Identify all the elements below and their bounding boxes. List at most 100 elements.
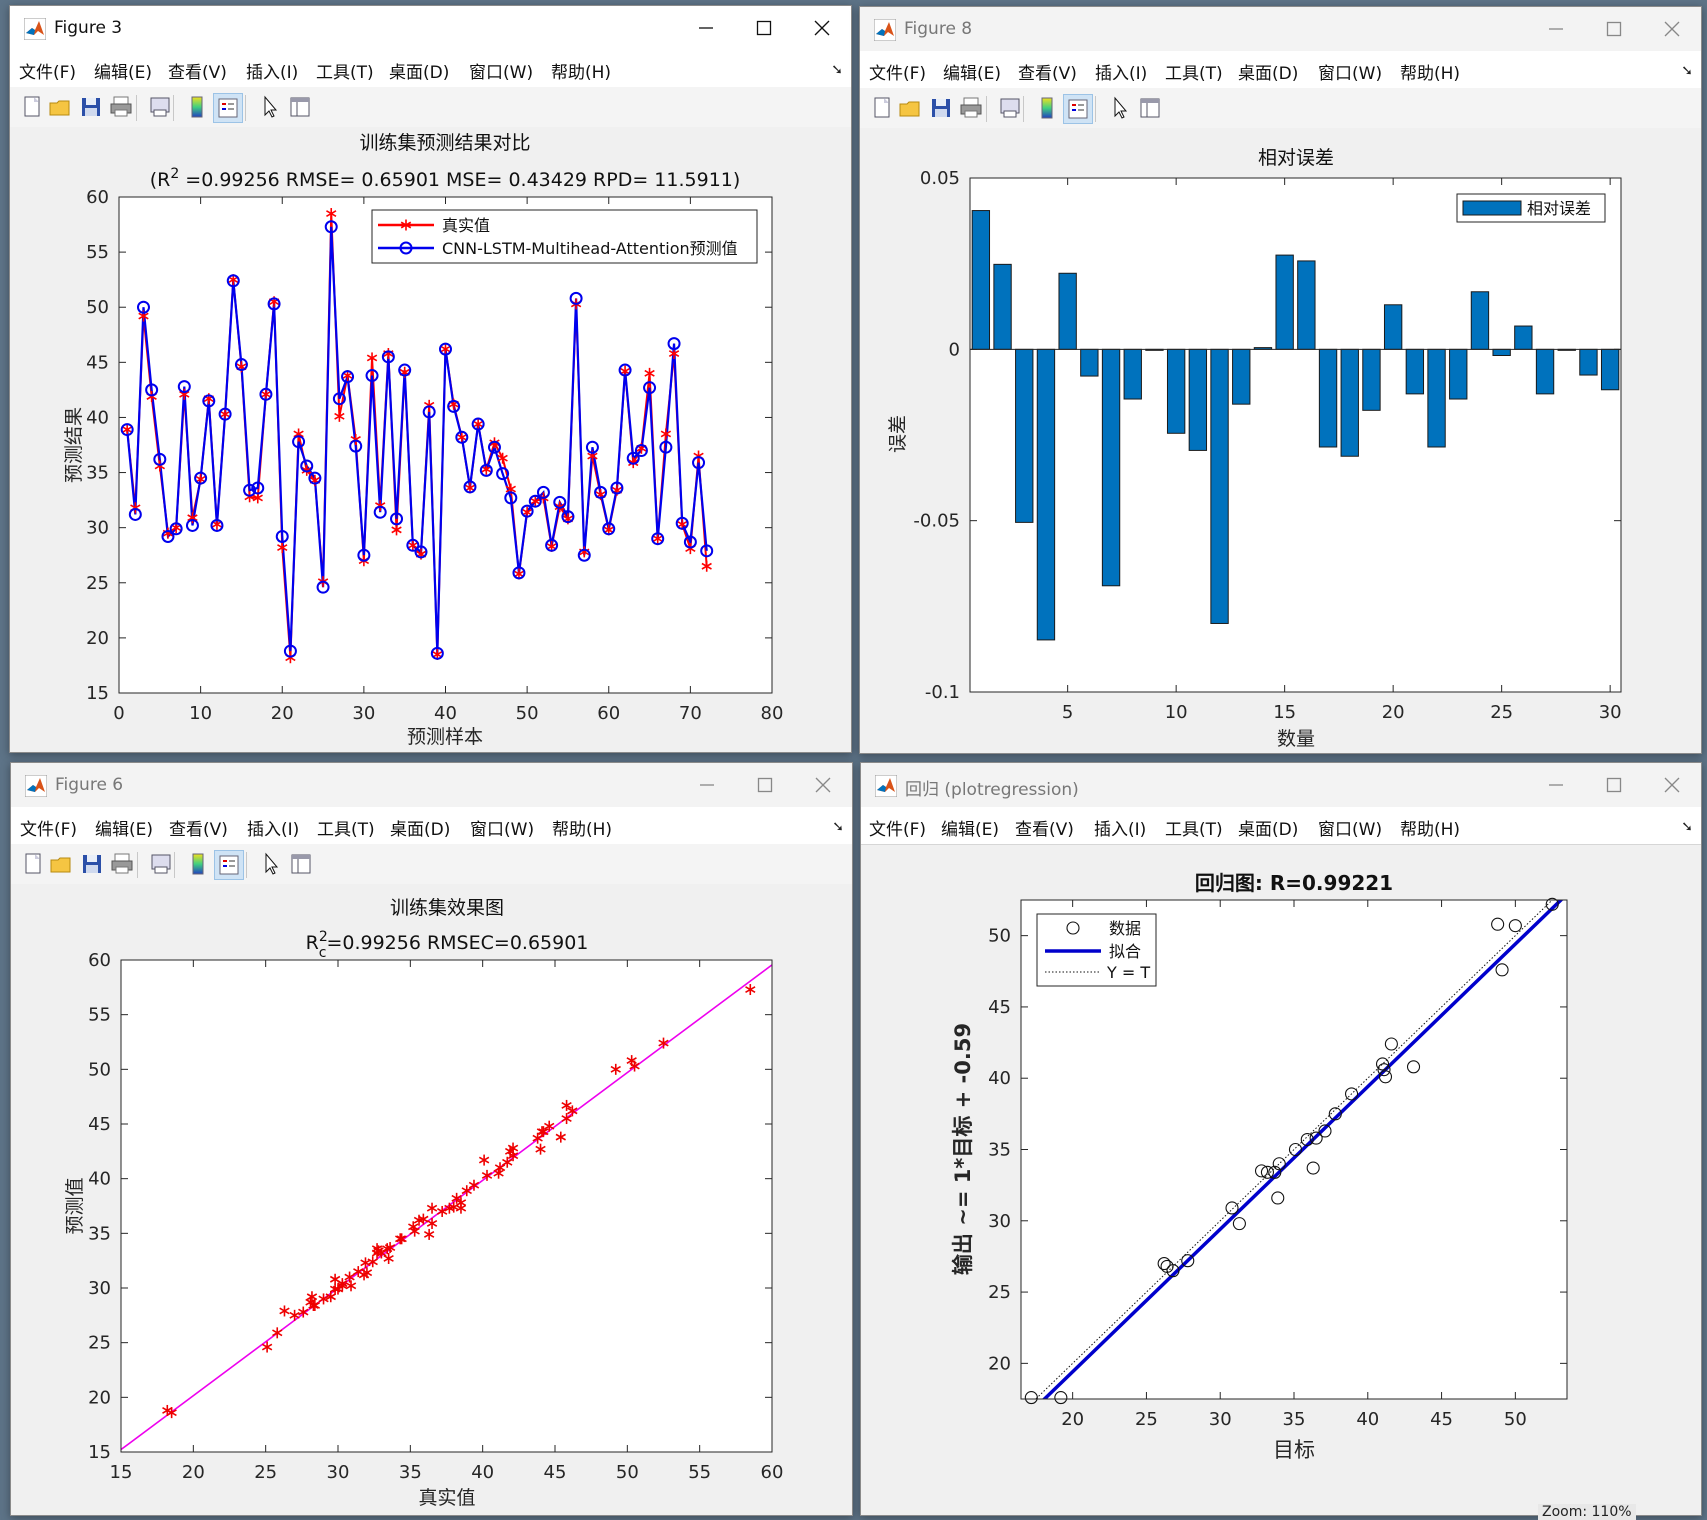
- legend-label: 相对误差: [1527, 199, 1591, 218]
- print-button[interactable]: [957, 94, 985, 122]
- print-button[interactable]: [108, 850, 136, 878]
- property-editor-button[interactable]: [286, 93, 314, 121]
- close-button[interactable]: [794, 763, 852, 807]
- legend-data-label: 数据: [1109, 919, 1141, 938]
- predicted-value-point: [479, 463, 493, 477]
- menu-edit[interactable]: 编辑(E): [941, 820, 1000, 840]
- minimize-button[interactable]: [1527, 7, 1585, 51]
- print-preview-button[interactable]: [147, 850, 175, 878]
- menu-edit[interactable]: 编辑(E): [94, 63, 153, 83]
- menu-edit[interactable]: 编辑(E): [95, 820, 154, 840]
- print-preview-icon: [1000, 98, 1020, 118]
- save-button[interactable]: [77, 93, 105, 121]
- legend-button[interactable]: [214, 850, 244, 880]
- menu-insert[interactable]: 插入(I): [246, 63, 299, 83]
- menu-desktop[interactable]: 桌面(D): [390, 820, 451, 840]
- predicted-value-point: [463, 480, 477, 494]
- close-button[interactable]: [793, 6, 851, 50]
- dock-arrow-icon[interactable]: ➘: [1681, 63, 1693, 79]
- maximize-button[interactable]: [736, 763, 794, 807]
- minimize-button[interactable]: [1527, 763, 1585, 807]
- figure8-titlebar[interactable]: Figure 8: [860, 7, 1701, 51]
- regression-window[interactable]: 回归 (plotregression) 文件(F) 编辑(E) 查看(V) 插入…: [860, 762, 1702, 1516]
- minimize-button[interactable]: [677, 6, 735, 50]
- new-file-button[interactable]: [19, 850, 47, 878]
- menu-help[interactable]: 帮助(H): [1400, 820, 1461, 840]
- new-file-button[interactable]: [868, 94, 896, 122]
- menu-edit[interactable]: 编辑(E): [943, 64, 1002, 84]
- minimize-button[interactable]: [678, 763, 736, 807]
- menu-window[interactable]: 窗口(W): [1318, 820, 1383, 840]
- menu-help[interactable]: 帮助(H): [1400, 64, 1461, 84]
- menu-tools[interactable]: 工具(T): [317, 820, 375, 840]
- pointer-button[interactable]: [256, 850, 284, 878]
- data-point: [629, 1060, 640, 1072]
- menu-view[interactable]: 查看(V): [1015, 820, 1074, 840]
- colorbar-button[interactable]: [183, 93, 211, 121]
- menu-window[interactable]: 窗口(W): [470, 820, 535, 840]
- menu-insert[interactable]: 插入(I): [247, 820, 300, 840]
- print-button[interactable]: [107, 93, 135, 121]
- axes-box: [120, 959, 773, 1453]
- menu-window[interactable]: 窗口(W): [1318, 64, 1383, 84]
- menu-desktop[interactable]: 桌面(D): [389, 63, 450, 83]
- pointer-button[interactable]: [1105, 94, 1133, 122]
- chart-subtitle: (R2 =0.99256 RMSE= 0.65901 MSE= 0.43429 …: [150, 166, 741, 191]
- print-preview-button[interactable]: [996, 94, 1024, 122]
- maximize-button[interactable]: [1585, 763, 1643, 807]
- regression-titlebar[interactable]: 回归 (plotregression): [861, 763, 1701, 807]
- menu-tools[interactable]: 工具(T): [316, 63, 374, 83]
- figure6-window[interactable]: Figure 6 文件(F) 编辑(E) 查看(V) 插入(I) 工具(T) 桌…: [10, 762, 853, 1516]
- error-bar: [1449, 348, 1468, 400]
- true-value-point: [121, 424, 133, 436]
- property-editor-button[interactable]: [1136, 94, 1164, 122]
- figure3-chart: 0 10 20 30 40 50 60 70 80 15 20 25 30 35 40 45 50 55 60 真实值…: [63, 132, 783, 748]
- maximize-button[interactable]: [735, 6, 793, 50]
- property-editor-button[interactable]: [287, 850, 315, 878]
- menu-insert[interactable]: 插入(I): [1094, 820, 1147, 840]
- colorbar-button[interactable]: [184, 850, 212, 878]
- menu-view[interactable]: 查看(V): [1018, 64, 1077, 84]
- open-folder-button[interactable]: [46, 93, 74, 121]
- menu-help[interactable]: 帮助(H): [552, 820, 613, 840]
- menu-file[interactable]: 文件(F): [19, 63, 77, 83]
- plot-area: [970, 178, 1621, 692]
- legend-button[interactable]: [213, 93, 243, 123]
- menu-tools[interactable]: 工具(T): [1165, 64, 1223, 84]
- menu-desktop[interactable]: 桌面(D): [1238, 820, 1299, 840]
- print-preview-button[interactable]: [146, 93, 174, 121]
- open-folder-button[interactable]: [896, 94, 924, 122]
- predicted-value-point: [202, 394, 216, 408]
- dock-arrow-icon[interactable]: ➘: [832, 819, 844, 835]
- menu-view[interactable]: 查看(V): [169, 820, 228, 840]
- menu-file[interactable]: 文件(F): [20, 820, 78, 840]
- pointer-icon: [265, 852, 279, 875]
- open-folder-button[interactable]: [47, 850, 75, 878]
- menu-insert[interactable]: 插入(I): [1095, 64, 1148, 84]
- menu-window[interactable]: 窗口(W): [469, 63, 534, 83]
- pointer-button[interactable]: [255, 93, 283, 121]
- legend-button[interactable]: [1063, 94, 1093, 124]
- figure3-window[interactable]: Figure 3 文件(F) 编辑(E) 查看(V) 插入(I) 工具(T) 桌…: [9, 5, 852, 753]
- predicted-value-point: [430, 646, 444, 660]
- save-button[interactable]: [927, 94, 955, 122]
- dock-arrow-icon[interactable]: ➘: [1681, 819, 1693, 835]
- menu-file[interactable]: 文件(F): [869, 820, 927, 840]
- menu-view[interactable]: 查看(V): [168, 63, 227, 83]
- figure3-titlebar[interactable]: Figure 3: [10, 6, 851, 50]
- close-button[interactable]: [1643, 763, 1701, 807]
- colorbar-button[interactable]: [1033, 94, 1061, 122]
- menu-tools[interactable]: 工具(T): [1165, 820, 1223, 840]
- maximize-icon: [756, 20, 772, 36]
- close-button[interactable]: [1643, 7, 1701, 51]
- figure8-window[interactable]: Figure 8 文件(F) 编辑(E) 查看(V) 插入(I) 工具(T) 桌…: [859, 6, 1702, 754]
- dock-arrow-icon[interactable]: ➘: [831, 62, 843, 78]
- menu-desktop[interactable]: 桌面(D): [1238, 64, 1299, 84]
- menu-file[interactable]: 文件(F): [869, 64, 927, 84]
- new-file-button[interactable]: [18, 93, 46, 121]
- save-button[interactable]: [78, 850, 106, 878]
- menu-help[interactable]: 帮助(H): [551, 63, 612, 83]
- figure6-titlebar[interactable]: Figure 6: [11, 763, 852, 807]
- figure-toolbar: [860, 88, 1701, 129]
- maximize-button[interactable]: [1585, 7, 1643, 51]
